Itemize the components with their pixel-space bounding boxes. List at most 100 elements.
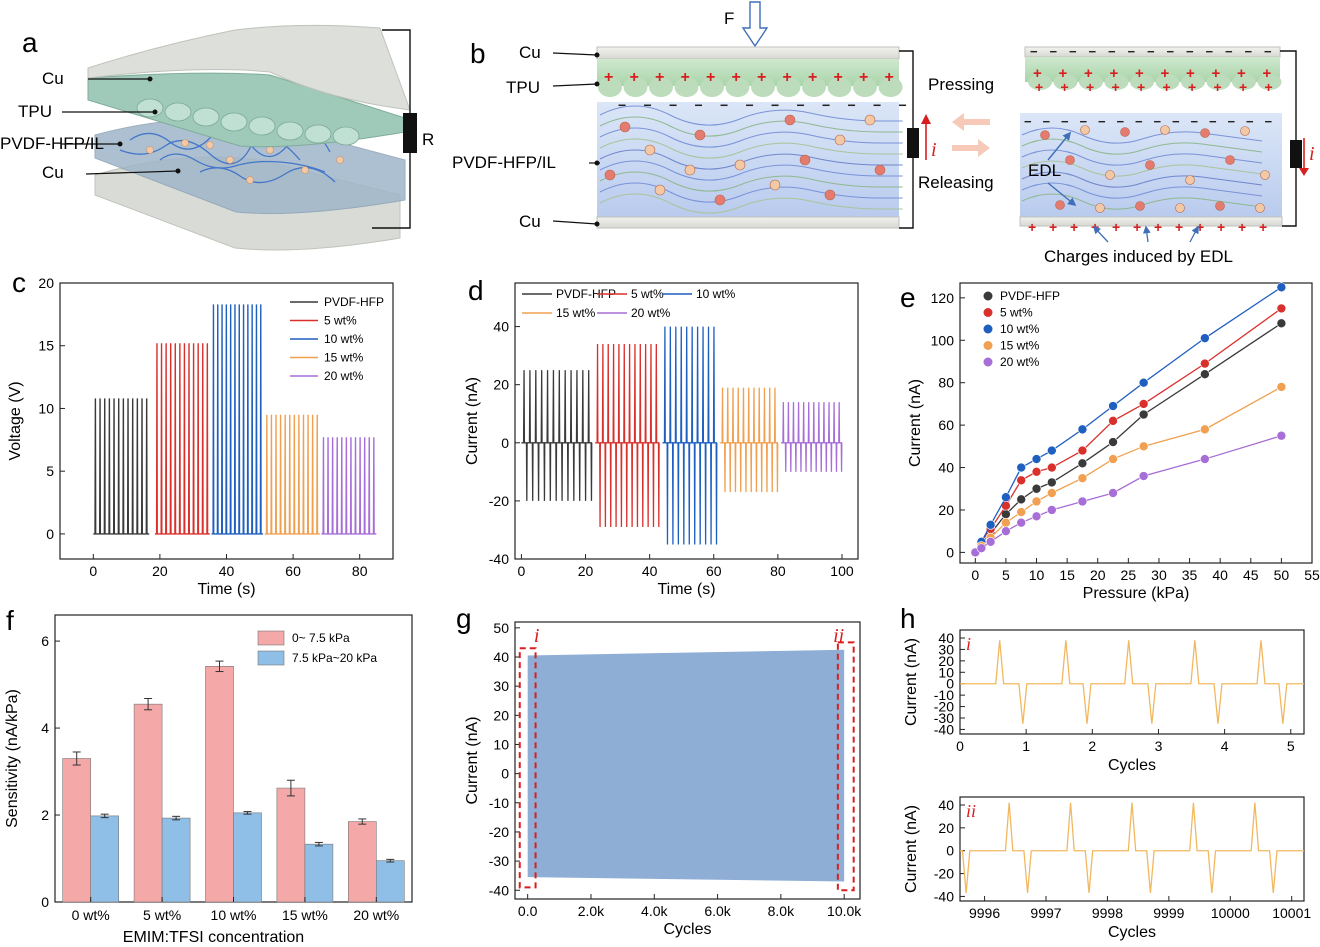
plus-sign: + (732, 69, 741, 86)
b-leader-dots (594, 52, 600, 227)
e-point-15 wt% (1016, 507, 1027, 517)
panel-label-a: a (22, 27, 38, 58)
right-current-label: i (1309, 143, 1315, 165)
e-point-20 wt% (976, 543, 987, 553)
minus-sign: − (1098, 114, 1106, 129)
f-ylabel: Sensitivity (nA/kPa) (4, 689, 21, 828)
e-legend-label: 10 wt% (1000, 322, 1040, 336)
polymer-chain (1021, 171, 1263, 188)
minus-sign: − (1061, 114, 1069, 129)
left-pvdf-minus: − − − − − − − − − − − − (618, 97, 907, 113)
e-legend-swatch (983, 341, 993, 350)
ion-particles (146, 139, 344, 184)
polymer-chain (599, 160, 903, 181)
force-arrow (741, 1, 769, 48)
g-xtick-label: 6.0k (704, 903, 731, 919)
panel-e: e 0 5 10 15 20 25 30 35 40 45 50 55 0 20 40 60 80 100 120 Pr… (900, 282, 1320, 602)
minus-sign: − (1225, 44, 1233, 59)
f-ytick-label: 6 (41, 633, 49, 649)
plus-sign: + (1061, 79, 1069, 95)
d-xtick-label: 0 (518, 563, 526, 579)
tpu-bump (598, 77, 622, 97)
e-point-PVDF-HFP (1276, 318, 1287, 329)
right-circuit (1280, 50, 1297, 227)
tpu-bump (649, 77, 673, 97)
e-xtick-label: 35 (1182, 567, 1198, 583)
plus-sign: + (1133, 219, 1141, 235)
h2-ytick-label: 0 (946, 843, 954, 859)
d-xlabel: Time (s) (657, 581, 715, 598)
e-xtick-label: 45 (1243, 567, 1259, 583)
edl-label: EDL (1028, 161, 1061, 180)
polymer-chain (599, 193, 903, 214)
label-tpu: TPU (18, 102, 52, 121)
e-point-10 wt% (1200, 333, 1210, 343)
e-legend-label: PVDF-HFP (1000, 289, 1060, 303)
e-point-5 wt% (1031, 466, 1042, 477)
minus-sign: − (873, 97, 881, 113)
f-bar-0~ 7.5 kPa (133, 703, 163, 903)
plus-sign: + (783, 69, 792, 86)
f-legend-label: 7.5 kPa~20 kPa (292, 651, 377, 665)
minus-sign: − (1135, 114, 1143, 129)
plus-sign: + (1033, 65, 1042, 82)
minus-sign: − (1209, 114, 1217, 129)
f-legend-swatch (257, 630, 285, 646)
d-ytick-label: 40 (493, 319, 509, 335)
panel-label-e: e (900, 282, 916, 313)
d-series-PVDF-HFP (521, 370, 593, 501)
ion (644, 144, 656, 156)
right-resistor (1290, 140, 1302, 168)
e-legend-swatch (983, 357, 993, 367)
e-point-10 wt% (1108, 401, 1118, 411)
tpu-bump (1104, 74, 1129, 90)
right-tpu-bumps (1028, 74, 1282, 90)
panel-label-h: h (900, 603, 916, 634)
tpu-bump (623, 77, 648, 97)
plus-sign: + (1175, 219, 1183, 235)
tpu-bump (751, 77, 775, 97)
c-ytick-label: 5 (46, 463, 54, 479)
minus-sign: − (1089, 44, 1097, 59)
h1-xtick-label: 5 (1287, 738, 1295, 754)
right-current-arrowhead (1299, 168, 1309, 176)
e-point-10 wt% (1047, 445, 1057, 456)
ion (874, 164, 886, 176)
e-point-20 wt% (1001, 526, 1011, 536)
resistor-label: R (422, 130, 434, 149)
c-xtick-label: 80 (352, 563, 368, 579)
h1-xtick-label: 1 (1022, 738, 1030, 754)
pressing-arrow (952, 113, 990, 131)
minus-sign: − (1245, 44, 1253, 59)
e-ytick-label: 80 (938, 375, 954, 391)
d-legend-label: 20 wt% (631, 306, 671, 320)
e-legend-swatch (983, 324, 993, 334)
tpu-bump (1206, 74, 1231, 90)
tpu-bump (1028, 74, 1052, 90)
d-ytick-label: -40 (489, 551, 509, 567)
polymer-chain (1021, 138, 1263, 155)
c-xlabel: Time (s) (197, 581, 255, 598)
h1-trace (960, 640, 1304, 724)
minus-sign: − (1206, 44, 1214, 59)
tpu-bump (1257, 74, 1282, 90)
ion (1185, 175, 1195, 185)
panel-a: a R (0, 24, 434, 251)
e-point-15 wt% (1001, 517, 1011, 528)
tpu-bump (827, 77, 852, 97)
e-point-15 wt% (1276, 382, 1287, 392)
h1-xtick-label: 4 (1221, 738, 1229, 754)
e-ytick-label: 120 (931, 290, 955, 306)
d-series-20 wt% (781, 402, 843, 472)
e-legend-swatch (983, 291, 993, 301)
f-legend-label: 0~ 7.5 kPa (292, 631, 350, 645)
minus-sign: − (1030, 44, 1038, 59)
e-xlabel: Pressure (kPa) (1083, 585, 1190, 602)
g-ytick-label: -10 (489, 795, 509, 811)
panel-label-b: b (470, 38, 486, 69)
plus-sign: + (1112, 219, 1120, 235)
h2-ytick-label: 40 (938, 797, 954, 813)
e-point-PVDF-HFP (1031, 483, 1042, 494)
e-xtick-label: 10 (1029, 567, 1045, 583)
polymer-chain (1021, 160, 1263, 177)
